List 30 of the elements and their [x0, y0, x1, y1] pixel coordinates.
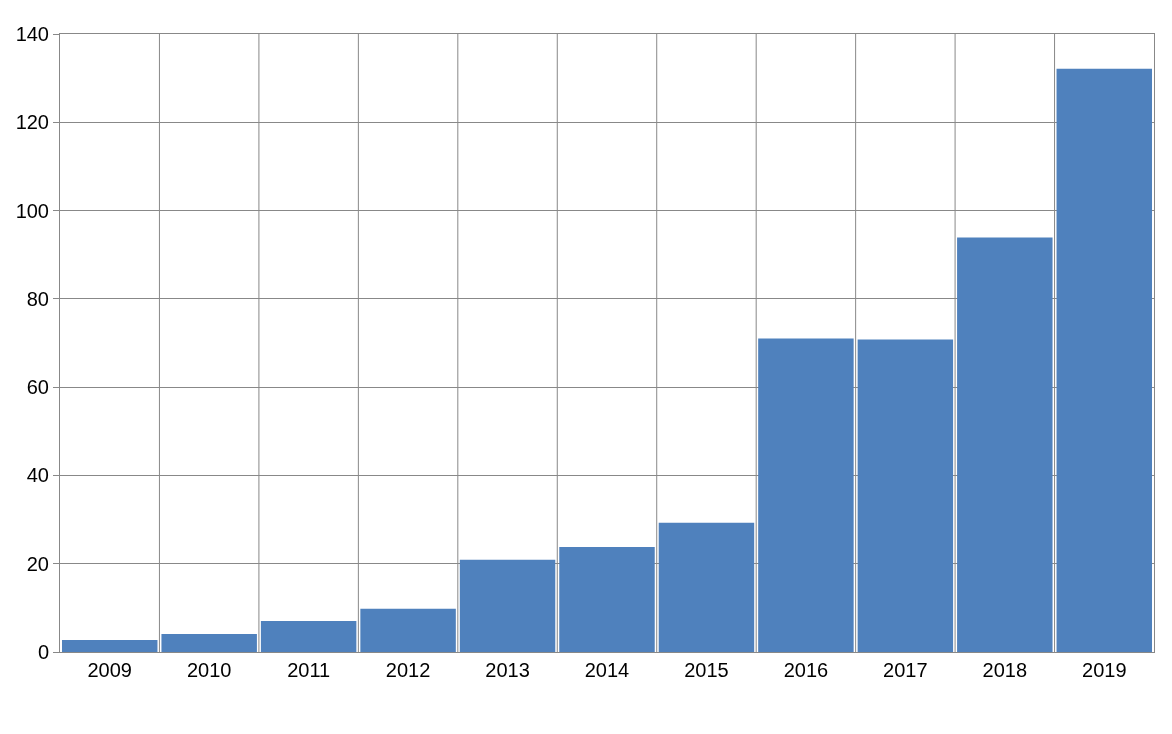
- bar: [260, 621, 357, 652]
- y-tick-label: 100: [15, 199, 49, 222]
- x-tick-label: 2009: [87, 659, 132, 681]
- x-tick-label: 2019: [1082, 659, 1127, 681]
- x-tick-label: 2014: [584, 659, 630, 681]
- x-tick-label: 2011: [287, 659, 331, 681]
- y-tick-label: 60: [26, 376, 49, 399]
- x-tick-label: 2010: [186, 659, 232, 681]
- bar: [459, 559, 556, 652]
- x-tick-label: 2018: [982, 659, 1028, 681]
- bar: [857, 339, 954, 652]
- y-tick-label: 120: [15, 111, 49, 134]
- bar: [161, 633, 257, 652]
- bar: [758, 338, 854, 652]
- bar: [957, 237, 1053, 652]
- x-tick-label: 2013: [485, 659, 530, 681]
- bar: [658, 522, 755, 652]
- bar: [360, 608, 456, 652]
- bar: [559, 546, 655, 652]
- y-tick-label: 80: [26, 287, 49, 310]
- y-tick-label: 40: [26, 464, 49, 487]
- x-tick-label: 2012: [385, 659, 431, 681]
- y-tick-label: 20: [26, 552, 49, 575]
- x-tick-label: 2017: [883, 659, 928, 681]
- x-tick-label: 2016: [783, 659, 829, 681]
- bar: [61, 640, 158, 652]
- y-tick-label: 140: [15, 23, 49, 45]
- x-tick-label: 2015: [684, 659, 729, 681]
- bar: [1056, 68, 1153, 652]
- y-tick-label: 0: [37, 641, 49, 663]
